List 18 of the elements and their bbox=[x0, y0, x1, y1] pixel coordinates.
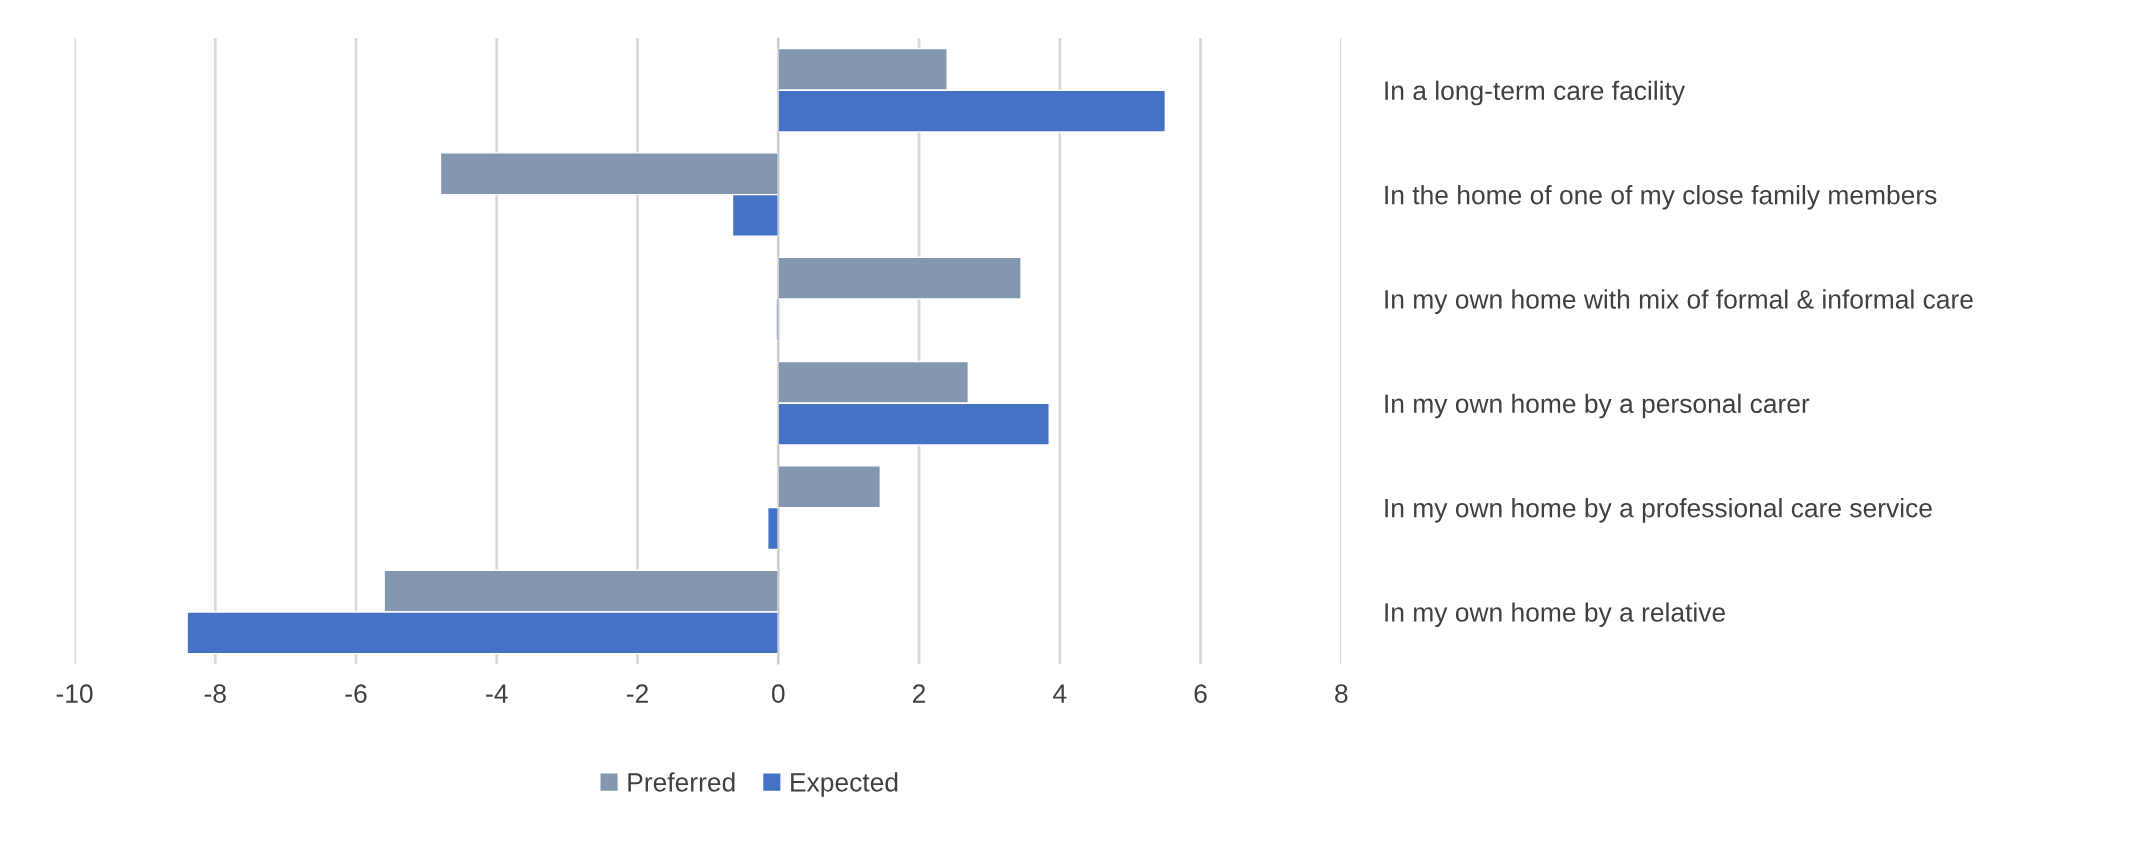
y-tick-label: In the home of one of my close family members bbox=[1385, 185, 1937, 210]
y-tick-label: In a long-term care facility bbox=[1385, 80, 1686, 106]
x-tick-label: 8 bbox=[1335, 684, 1348, 703]
legend-label: Preferred bbox=[628, 772, 735, 792]
x-tick-label: 4 bbox=[1053, 684, 1067, 703]
x-tick-label: -8 bbox=[204, 684, 226, 703]
y-tick-label: In my own home by a personal carer bbox=[1385, 393, 1810, 419]
x-tick-label: 2 bbox=[913, 684, 926, 703]
x-tick-label: -4 bbox=[486, 684, 508, 703]
y-tick-label: In my own home with mix of formal & informal care bbox=[1385, 289, 1973, 314]
x-tick-label: -10 bbox=[56, 684, 93, 703]
legend-label: Expected bbox=[791, 772, 898, 797]
x-tick-label: 0 bbox=[771, 684, 785, 703]
y-tick-label: In my own home by a relative bbox=[1385, 602, 1725, 627]
y-tick-label: In my own home by a professional care service bbox=[1385, 498, 1932, 523]
x-tick-label: -2 bbox=[626, 684, 648, 703]
x-tick-label: 6 bbox=[1194, 684, 1207, 703]
x-tick-label: -6 bbox=[345, 684, 367, 703]
